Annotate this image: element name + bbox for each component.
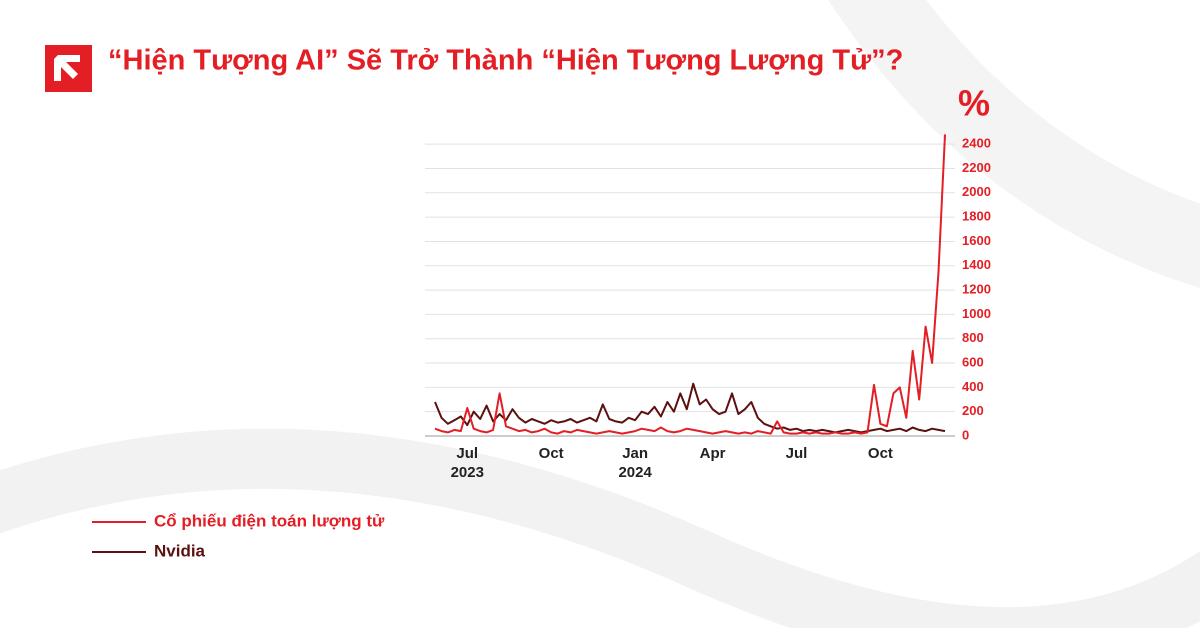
legend-label: Nvidia	[154, 541, 206, 560]
x-tick-label: Oct	[538, 445, 564, 462]
x-tick-label: Jul 2023	[450, 445, 484, 481]
logo-arrow	[54, 55, 80, 81]
background-curve	[828, 0, 1200, 288]
y-tick-label: 2200	[962, 160, 991, 175]
y-tick-label: 2400	[962, 136, 991, 151]
background-curve	[0, 428, 1200, 628]
y-tick-label: 600	[962, 354, 984, 369]
y-tick-label: 800	[962, 330, 984, 345]
y-tick-label: 1200	[962, 282, 991, 297]
x-tick-label: Jul	[785, 445, 808, 462]
chart-title: “Hiện Tượng AI” Sẽ Trở Thành “Hiện Tượng…	[108, 45, 903, 77]
logo	[45, 45, 92, 92]
y-tick-label: 2000	[962, 184, 991, 199]
series-line	[434, 382, 946, 434]
y-tick-label: 1600	[962, 233, 991, 248]
y-tick-label: 200	[962, 403, 984, 418]
series-line	[434, 134, 946, 435]
y-tick-label: 1000	[962, 306, 991, 321]
y-axis-label: %	[958, 83, 990, 124]
x-tick-label: Apr	[699, 445, 726, 462]
x-tick-label: Jan 2024	[618, 445, 652, 481]
y-tick-label: 0	[962, 427, 969, 442]
y-tick-label: 1400	[962, 257, 991, 272]
x-tick-label: Oct	[867, 445, 893, 462]
y-tick-label: 1800	[962, 209, 991, 224]
legend-label: Cổ phiếu điện toán lượng tử	[154, 511, 385, 530]
y-tick-label: 400	[962, 379, 984, 394]
